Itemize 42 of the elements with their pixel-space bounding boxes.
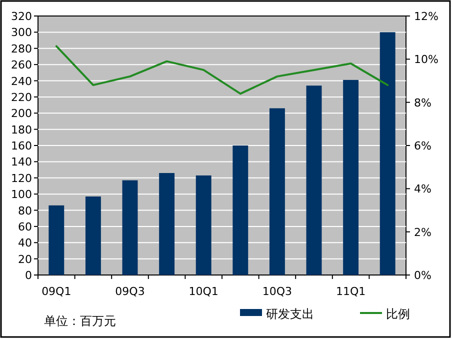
x-tick-label: 10Q3: [262, 285, 292, 298]
bar: [306, 86, 322, 275]
legend-label: 比例: [386, 307, 410, 321]
x-tick-label: 09Q3: [115, 285, 145, 298]
y2-tick-label: 8%: [414, 96, 432, 110]
y2-tick-label: 4%: [414, 182, 432, 196]
y-tick-label: 140: [11, 156, 32, 169]
bar: [85, 196, 101, 275]
y-tick-label: 200: [11, 107, 32, 120]
y-tick-label: 260: [11, 58, 32, 72]
y-tick-label: 320: [11, 10, 32, 23]
y-tick-label: 160: [11, 140, 32, 152]
bar: [196, 175, 212, 275]
bar: [122, 180, 138, 275]
y-tick-label: 240: [11, 74, 32, 88]
y-tick-label: 60: [18, 220, 32, 234]
x-tick-label: 09Q1: [42, 285, 72, 298]
y-tick-label: 280: [11, 42, 32, 56]
y-tick-label: 100: [11, 188, 32, 202]
y2-tick-label: 0%: [414, 269, 432, 282]
x-tick-label: 10Q1: [188, 285, 218, 298]
y-tick-label: 120: [11, 172, 32, 185]
legend-label: 研发支出: [266, 307, 314, 321]
bar: [232, 146, 248, 275]
y2-tick-label: 12%: [414, 10, 438, 23]
y2-tick-label: 2%: [414, 226, 432, 239]
x-tick-label: 11Q1: [336, 285, 366, 298]
y-tick-label: 220: [11, 90, 32, 104]
y2-tick-label: 6%: [414, 140, 432, 152]
y-tick-label: 180: [11, 123, 32, 136]
bar: [269, 108, 285, 275]
bar: [159, 173, 175, 275]
y-tick-label: 300: [11, 26, 32, 40]
bar: [343, 80, 359, 275]
bar: [380, 32, 396, 275]
text: 单位：百万元: [44, 314, 116, 328]
y-tick-label: 80: [18, 204, 32, 218]
bar: [48, 205, 64, 275]
y2-tick-label: 10%: [414, 53, 438, 66]
y-tick-label: 40: [18, 236, 32, 250]
y-tick-label: 20: [18, 252, 32, 266]
y-tick-label: 0: [25, 269, 32, 282]
